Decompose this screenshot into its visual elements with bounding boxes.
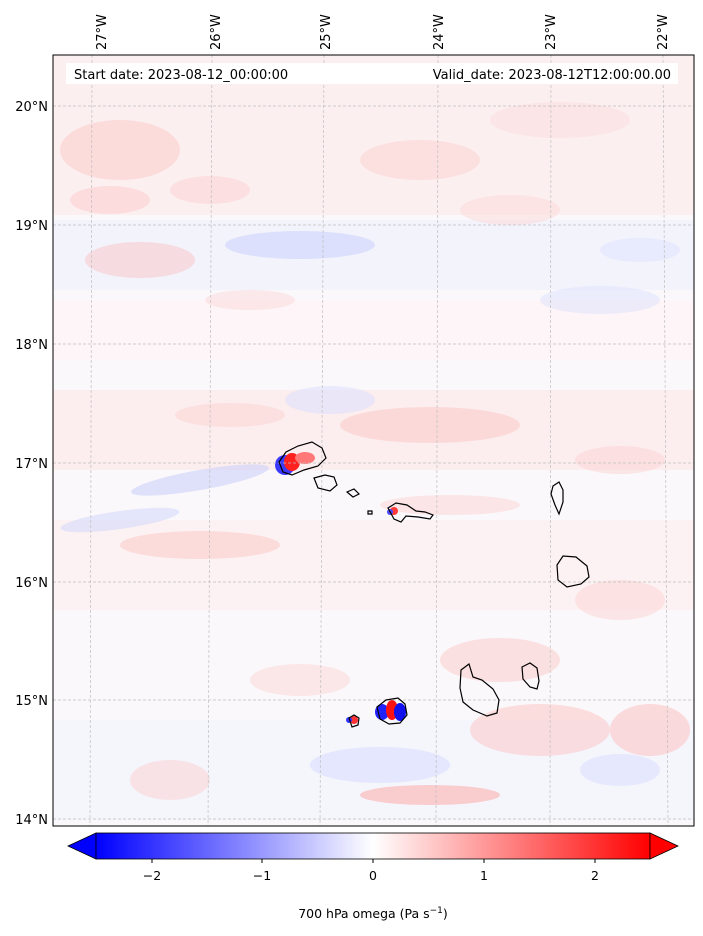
lat-tick-label: 15°N <box>15 694 48 709</box>
colorbar-tick-label: −2 <box>143 868 161 883</box>
colorbar-title: 700 hPa omega (Pa s−1) <box>298 906 448 921</box>
colorbar-tick-label: 1 <box>480 868 488 883</box>
colorbar-tick-label: −1 <box>253 868 271 883</box>
start-date-label: Start date: 2023-08-12_00:00:00 <box>74 68 288 83</box>
lon-tick-label: 26°W <box>209 14 224 50</box>
date-info-box <box>66 63 678 84</box>
island-branco <box>367 510 373 515</box>
latitude-ticks: 20°N 19°N 18°N 17°N 16°N 15°N 14°N <box>15 100 48 828</box>
lat-tick-label: 17°N <box>15 457 48 472</box>
colorbar-tick-label: 2 <box>591 868 599 883</box>
longitude-ticks: 27°W 26°W 25°W 24°W 23°W 22°W <box>95 14 671 50</box>
lon-tick-label: 24°W <box>432 14 447 50</box>
valid-date-label: Valid_date: 2023-08-12T12:00:00.00 <box>433 68 671 83</box>
island-maio <box>521 662 540 690</box>
island-fogo <box>376 697 408 725</box>
colorbar-min-extend <box>67 832 97 860</box>
lat-tick-label: 16°N <box>15 576 48 591</box>
colorbar: −2 −1 0 1 2 700 hPa omega (Pa s−1) <box>67 832 679 921</box>
colorbar-gradient <box>95 832 651 860</box>
island-sao-vicente <box>313 474 338 492</box>
lon-tick-label: 22°W <box>656 14 671 50</box>
coastlines <box>278 441 590 728</box>
lat-tick-label: 20°N <box>15 100 48 115</box>
lat-tick-label: 19°N <box>15 219 48 234</box>
island-boa-vista <box>556 555 590 588</box>
island-brava <box>348 714 360 728</box>
map-frame <box>52 54 695 827</box>
island-sao-nicolau <box>387 502 434 523</box>
island-santo-antao <box>278 441 327 476</box>
lon-tick-label: 23°W <box>544 14 559 50</box>
gridlines <box>53 55 694 826</box>
colorbar-tick-label: 0 <box>369 868 377 883</box>
island-sal <box>550 481 564 516</box>
island-santiago <box>459 663 500 717</box>
lon-tick-label: 25°W <box>319 14 334 50</box>
lat-tick-label: 18°N <box>15 338 48 353</box>
colorbar-max-extend <box>649 832 679 860</box>
island-santa-luzia <box>345 488 361 498</box>
lat-tick-label: 14°N <box>15 813 48 828</box>
lon-tick-label: 27°W <box>95 14 110 50</box>
